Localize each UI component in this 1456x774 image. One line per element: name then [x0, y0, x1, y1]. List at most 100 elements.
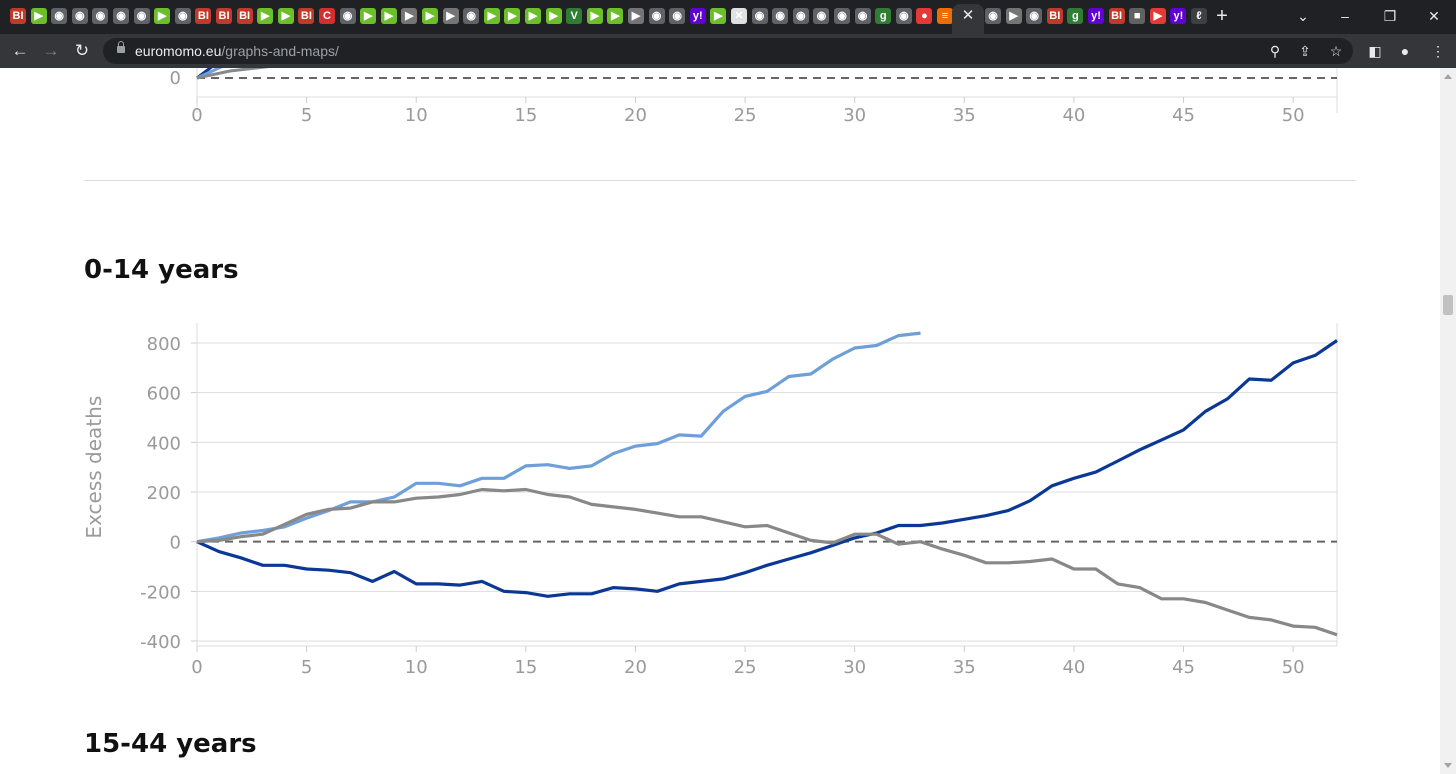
url-text[interactable]: euromomo.eu/graphs-and-maps/ — [135, 43, 339, 59]
restore-icon[interactable]: ❐ — [1383, 8, 1397, 24]
forward-icon[interactable]: ▶ — [442, 8, 459, 24]
x-tick-label: 25 — [734, 657, 757, 678]
series-line-stub — [196, 68, 223, 80]
play-icon[interactable]: ▶ — [360, 8, 377, 24]
x-tick-label: 40 — [1062, 657, 1085, 678]
business-insider-icon[interactable]: BI — [236, 8, 253, 24]
business-insider-icon[interactable]: BI — [216, 8, 232, 24]
box-icon[interactable]: ■ — [1129, 8, 1146, 24]
play-icon[interactable]: ▶ — [586, 8, 603, 24]
globe-icon[interactable]: ◉ — [751, 8, 768, 24]
scroll-up-icon[interactable] — [1444, 74, 1452, 79]
business-insider-icon[interactable]: BI — [195, 8, 212, 24]
globe-icon[interactable]: ◉ — [463, 8, 480, 24]
yahoo-icon[interactable]: y! — [1088, 8, 1104, 24]
globe-icon[interactable]: ◉ — [985, 8, 1001, 24]
minimize-icon[interactable]: – — [1341, 8, 1349, 24]
y-tick-label: 200 — [147, 483, 181, 504]
globe-icon[interactable]: ◉ — [772, 8, 789, 24]
close-tab-icon[interactable]: ✕ — [961, 7, 975, 24]
globe-icon[interactable]: ◉ — [71, 8, 88, 24]
forward-icon[interactable]: ▶ — [1005, 8, 1022, 24]
x-tick-label: 45 — [1172, 105, 1195, 123]
play-icon[interactable]: ▶ — [154, 8, 171, 24]
c-logo-icon[interactable]: C — [319, 8, 335, 24]
tab-search-icon[interactable]: ⌄ — [1297, 8, 1309, 24]
globe-icon[interactable]: ◉ — [174, 8, 191, 24]
globe-icon[interactable]: ◉ — [895, 8, 912, 24]
share-icon[interactable]: ⇪ — [1299, 43, 1311, 59]
zoom-icon[interactable]: ⚲ — [1269, 43, 1281, 59]
series-line-1 — [196, 339, 1338, 598]
bookmark-star-icon[interactable]: ☆ — [1329, 43, 1343, 59]
y-tick-label: 600 — [147, 384, 181, 405]
business-insider-icon[interactable]: BI — [1046, 8, 1063, 24]
x-tick-label: 45 — [1172, 657, 1195, 678]
globe-icon[interactable]: ◉ — [648, 8, 665, 24]
x-tick-label: 25 — [734, 105, 757, 123]
business-insider-icon[interactable]: BI — [298, 8, 315, 24]
section-title-15-44: 15-44 years — [84, 729, 257, 759]
script-icon[interactable]: ℓ — [1191, 8, 1207, 24]
back-icon[interactable]: ← — [11, 41, 29, 60]
play-icon[interactable]: ▶ — [277, 8, 294, 24]
scrollbar-thumb[interactable] — [1443, 295, 1453, 315]
globe-icon[interactable]: ◉ — [792, 8, 809, 24]
play-icon[interactable]: ▶ — [483, 8, 500, 24]
globe-icon[interactable]: ◉ — [339, 8, 356, 24]
forward-icon[interactable]: ▶ — [628, 8, 644, 24]
globe-icon[interactable]: ◉ — [1026, 8, 1043, 24]
play-icon[interactable]: ▶ — [422, 8, 438, 24]
globe-icon[interactable]: ◉ — [51, 8, 68, 24]
youtube-icon[interactable]: ▶ — [1149, 8, 1166, 24]
globe-icon[interactable]: ◉ — [92, 8, 109, 24]
x-tick-label: 0 — [191, 105, 202, 123]
url-path: /graphs-and-maps/ — [221, 43, 339, 59]
x-tick-label: 50 — [1282, 657, 1305, 678]
globe-icon[interactable]: ◉ — [813, 8, 830, 24]
page-viewport[interactable]: 0 5 10 15 20 25 30 35 40 45 50 0 0-14 years 800 600 4… — [0, 68, 1456, 774]
active-tab[interactable] — [952, 4, 984, 34]
vimeo-icon[interactable]: V — [566, 8, 583, 24]
forward-icon[interactable]: ▶ — [401, 8, 418, 24]
profile-icon[interactable]: ● — [1400, 43, 1410, 59]
x-tick-label: 30 — [843, 657, 866, 678]
vertical-scrollbar[interactable] — [1440, 68, 1456, 774]
new-tab-button[interactable]: + — [1216, 5, 1228, 27]
globe-icon[interactable]: ◉ — [133, 8, 150, 24]
x-tick-label: 15 — [514, 105, 537, 123]
globe-icon[interactable]: ◉ — [113, 8, 129, 24]
yahoo-icon[interactable]: y! — [1170, 8, 1187, 24]
g-logo-icon[interactable]: g — [1067, 8, 1084, 24]
play-icon[interactable]: ▶ — [30, 8, 47, 24]
side-panel-icon[interactable]: ◧ — [1368, 43, 1382, 59]
x-tick-label: 50 — [1282, 105, 1305, 123]
address-bar[interactable]: euromomo.eu/graphs-and-maps/ ⚲ ⇪ ☆ — [103, 38, 1353, 64]
business-insider-icon[interactable]: BI — [1108, 8, 1125, 24]
reload-icon[interactable]: ↻ — [74, 41, 90, 60]
play-icon[interactable]: ▶ — [710, 8, 727, 24]
play-icon[interactable]: ▶ — [257, 8, 274, 24]
globe-icon[interactable]: ◉ — [854, 8, 871, 24]
image-icon[interactable]: ✕ — [731, 8, 747, 24]
play-icon[interactable]: ▶ — [525, 8, 541, 24]
play-icon[interactable]: ▶ — [607, 8, 624, 24]
globe-icon[interactable]: ◉ — [834, 8, 850, 24]
menu-icon[interactable]: ⋮ — [1431, 43, 1445, 59]
play-icon[interactable]: ▶ — [545, 8, 562, 24]
lock-icon[interactable] — [117, 41, 125, 53]
yahoo-icon[interactable]: y! — [689, 8, 706, 24]
stack-icon[interactable]: ≡ — [937, 8, 953, 24]
y-tick-label: 800 — [147, 334, 181, 355]
x-tick-label: 10 — [405, 105, 428, 123]
scroll-down-icon[interactable] — [1444, 763, 1452, 768]
play-icon[interactable]: ▶ — [504, 8, 521, 24]
forward-icon[interactable]: → — [42, 41, 60, 60]
url-host: euromomo.eu — [135, 43, 222, 59]
play-icon[interactable]: ▶ — [380, 8, 397, 24]
close-window-icon[interactable]: ✕ — [1428, 8, 1440, 24]
business-insider-icon[interactable]: BI — [10, 8, 26, 24]
globe-icon[interactable]: ◉ — [669, 8, 686, 24]
microphone-icon[interactable]: ● — [916, 8, 933, 24]
g-logo-icon[interactable]: g — [875, 8, 892, 24]
